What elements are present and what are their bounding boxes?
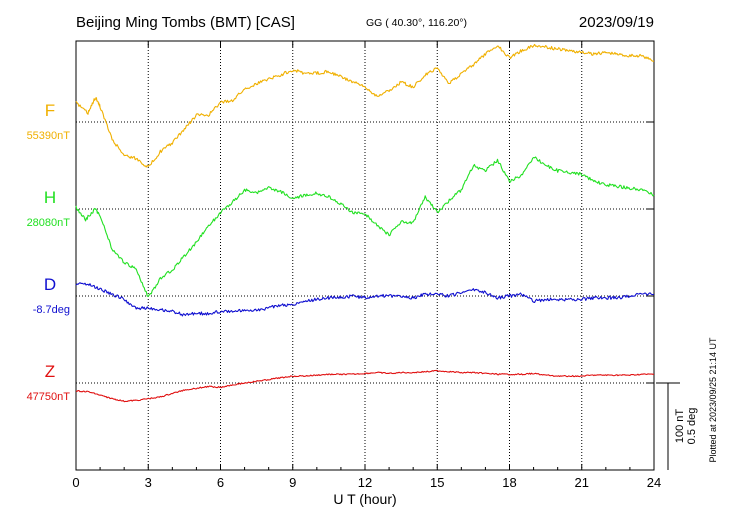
series-baseline-H: 28080nT: [27, 217, 71, 229]
series-baseline-D: -8.7deg: [33, 304, 70, 316]
series-layer: [75, 43, 655, 403]
station-coords: GG ( 40.30°, 116.20°): [366, 17, 467, 29]
grid: [76, 41, 654, 470]
x-tick-label: 15: [430, 475, 444, 490]
x-tick-label: 3: [145, 475, 152, 490]
plot-frame: [75, 40, 655, 471]
x-tick-label: 21: [575, 475, 589, 490]
series-baseline-Z: 47750nT: [27, 391, 71, 403]
series-name-D: D: [44, 275, 56, 294]
plotted-at-stamp: Plotted at 2023/09/25 21:14 UT: [708, 337, 718, 463]
series-name-Z: Z: [45, 362, 55, 381]
x-axis: 0 3 6 9 12 15 18 21 24: [72, 41, 661, 490]
series-line-D: [75, 282, 655, 317]
series-baseline-F: 55390nT: [27, 130, 71, 142]
scale-bar-nt-label: 100 nT: [674, 409, 686, 444]
series-line-F: [75, 43, 655, 168]
series-line-Z: [75, 369, 654, 403]
x-axis-label: U T (hour): [333, 491, 396, 507]
series-labels: F 55390nT H 28080nT D -8.7deg Z 47750nT: [27, 101, 71, 403]
series-name-F: F: [45, 101, 55, 120]
series-line-H: [75, 156, 655, 297]
x-tick-label: 0: [72, 475, 79, 490]
x-tick-label: 6: [217, 475, 224, 490]
x-tick-label: 18: [502, 475, 516, 490]
x-tick-label: 9: [289, 475, 296, 490]
series-name-H: H: [44, 188, 56, 207]
x-tick-label: 12: [358, 475, 372, 490]
chart-title: Beijing Ming Tombs (BMT) [CAS]: [76, 14, 295, 31]
x-tick-label: 24: [647, 475, 661, 490]
chart-date: 2023/09/19: [579, 14, 654, 31]
scale-bar-deg-label: 0.5 deg: [686, 408, 698, 445]
